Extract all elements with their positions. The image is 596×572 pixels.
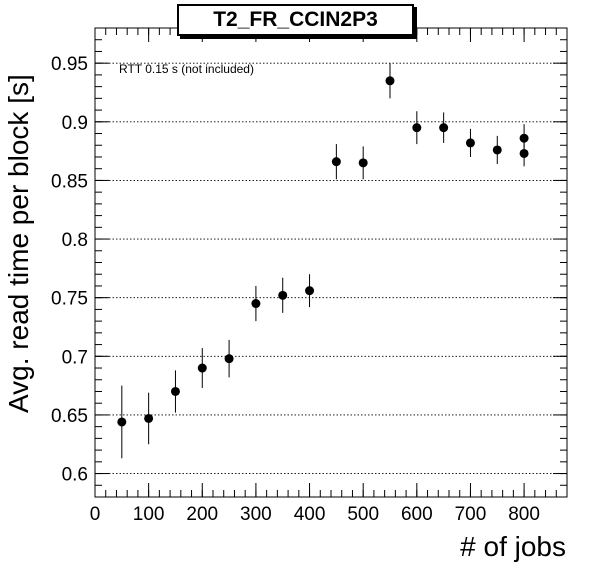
data-point: [170, 386, 180, 396]
x-tick-label: 0: [90, 504, 101, 525]
data-point: [197, 363, 207, 373]
data-point: [305, 286, 315, 296]
y-tick-label: 0.7: [62, 347, 88, 368]
annotation-text: RTT 0.15 s (not included): [119, 62, 254, 76]
x-tick-label: 200: [186, 504, 218, 525]
x-tick-label: 800: [508, 504, 540, 525]
data-point: [492, 145, 502, 155]
data-point: [385, 76, 395, 86]
chart-title: T2_FR_CCIN2P3: [177, 4, 414, 36]
data-point: [519, 133, 529, 143]
x-tick-label: 300: [240, 504, 272, 525]
y-axis-label: Avg. read time per block [s]: [3, 74, 34, 413]
data-point: [251, 299, 261, 309]
data-point: [117, 417, 127, 427]
data-point: [358, 158, 368, 168]
data-point: [278, 290, 288, 300]
data-point: [412, 123, 422, 133]
x-tick-label: 100: [133, 504, 165, 525]
data-point: [144, 413, 154, 423]
data-point: [439, 123, 449, 133]
y-tick-label: 0.6: [62, 465, 88, 486]
y-tick-labels: 0.6 0.65 0.7 0.75 0.8 0.85 0.9 0.95: [51, 54, 88, 485]
y-tick-label: 0.65: [51, 406, 88, 427]
y-tick-label: 0.85: [51, 171, 88, 192]
y-tick-label: 0.9: [62, 113, 88, 134]
data-point: [519, 148, 529, 158]
plot-frame: [94, 27, 568, 498]
y-tick-label: 0.8: [62, 230, 88, 251]
data-point: [465, 138, 475, 148]
y-tick-label: 0.75: [51, 289, 88, 310]
x-tick-label: 500: [347, 504, 379, 525]
error-bars: [121, 63, 525, 459]
x-tick-label: 700: [455, 504, 487, 525]
x-axis-label: # of jobs: [460, 531, 566, 562]
data-point: [224, 354, 234, 364]
x-tick-labels: 0 100 200 300 400 500 600 700 800: [90, 504, 540, 525]
x-tick-label: 400: [294, 504, 326, 525]
grid-lines: [95, 62, 567, 474]
y-tick-label: 0.95: [51, 54, 88, 75]
data-point: [331, 157, 341, 167]
data-points: [117, 76, 529, 427]
axis-ticks: [94, 27, 568, 498]
x-tick-label: 600: [401, 504, 433, 525]
